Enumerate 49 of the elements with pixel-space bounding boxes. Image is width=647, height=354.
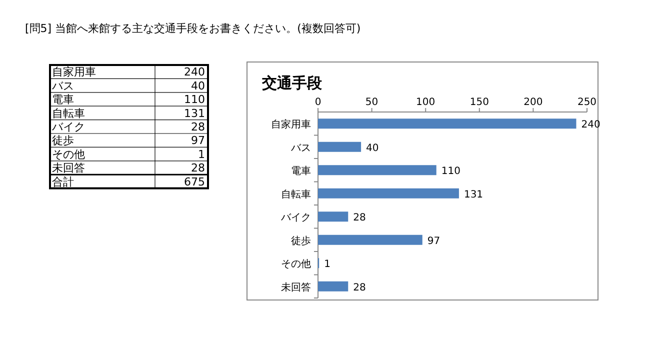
data-label: 131: [464, 189, 484, 200]
data-label: 97: [427, 236, 440, 247]
data-label: 28: [353, 212, 366, 224]
text: 未回答: [52, 162, 85, 175]
text: 28: [191, 120, 205, 134]
text: 240: [184, 66, 205, 79]
y-tick-label: バイク: [280, 212, 311, 224]
y-tick-label: 未回答: [281, 281, 311, 294]
bar: [318, 234, 422, 245]
text: 電車: [52, 93, 74, 106]
text: 28: [191, 162, 205, 175]
x-tick-label: 250: [577, 97, 597, 108]
y-tick-label: 電車: [291, 165, 311, 178]
bar: [318, 165, 436, 176]
y-tick-label: 自転車: [281, 188, 311, 200]
text: 自転車: [52, 106, 85, 120]
bar: [318, 212, 348, 222]
x-tick-label: 150: [470, 97, 489, 108]
text: 徒歩: [52, 134, 74, 148]
text: 675: [184, 175, 205, 188]
text: バイク: [51, 120, 85, 134]
x-tick-label: 100: [416, 97, 436, 108]
text: 110: [184, 93, 205, 106]
data-label: 1: [324, 259, 330, 270]
y-tick-label: 徒歩: [291, 234, 311, 247]
y-tick-label: その他: [281, 258, 311, 270]
text: [問5] 当館へ来館する主な交通手段をお書きください。(複数回答可): [25, 22, 361, 35]
bar: [318, 281, 348, 292]
x-tick-label: 200: [524, 97, 543, 108]
y-tick-label: 自家用車: [271, 118, 311, 131]
text: 97: [191, 134, 205, 148]
text: その他: [52, 148, 85, 161]
text: 1: [198, 148, 205, 161]
chart-title: 交通手段: [261, 74, 323, 92]
data-label: 40: [366, 142, 379, 154]
y-tick-label: バス: [290, 142, 311, 154]
x-tick-label: 50: [365, 97, 378, 108]
text: 131: [184, 106, 205, 120]
text: 40: [191, 79, 205, 92]
x-tick-label: 0: [314, 97, 322, 108]
text: 自家用車: [52, 66, 96, 79]
text: 合計: [52, 175, 74, 188]
bar: [318, 142, 362, 152]
bar: [318, 188, 459, 198]
text: バス: [51, 79, 74, 92]
bar: [318, 118, 576, 129]
data-label: 28: [353, 282, 366, 294]
data-label: 240: [581, 120, 600, 131]
data-label: 110: [441, 166, 460, 178]
